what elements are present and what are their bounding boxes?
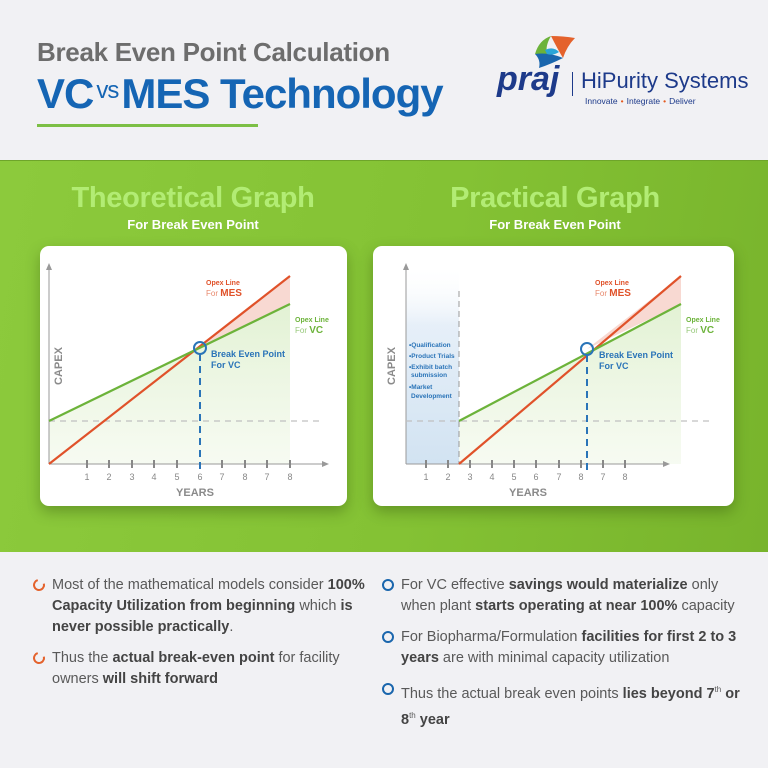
- x-tick-labels: 1 2 3 4 5 6 7 8 7 8: [84, 472, 292, 482]
- theoretical-chart: 1 2 3 4 5 6 7 8 7 8 YEARS CAPEX Opex Lin…: [46, 263, 329, 499]
- blue-circle-bullet-icon: [382, 683, 394, 695]
- blue-circle-bullet-icon: [382, 631, 394, 643]
- mes-opex-line: [458, 275, 682, 465]
- bullet-item: Most of the mathematical models consider…: [30, 575, 373, 638]
- mes-excess-fill: [587, 276, 681, 349]
- vc-area-fill: [49, 304, 290, 464]
- logo-divider: [572, 72, 573, 96]
- vc-label-line1: Opex Line: [295, 317, 329, 324]
- x-axis-arrow-icon: [322, 461, 329, 467]
- bullet-item: For Biopharma/Formulation facilities for…: [382, 627, 752, 669]
- break-even-point-marker: [580, 342, 594, 356]
- svg-text:3: 3: [467, 472, 472, 482]
- theoretical-graph-card: 1 2 3 4 5 6 7 8 7 8 YEARS CAPEX Opex Lin…: [40, 246, 347, 506]
- y-axis-label: CAPEX: [53, 346, 65, 385]
- x-ticks: [86, 460, 291, 468]
- practical-graph-subtitle: For Break Even Point: [489, 217, 621, 232]
- company-name: HiPurity Systems: [581, 68, 749, 93]
- mes-label-line1: Opex Line: [206, 280, 240, 287]
- page-subtitle: Break Even Point Calculation: [37, 37, 390, 67]
- vc-opex-line: [48, 303, 291, 422]
- blue-circle-bullet-icon: [382, 579, 394, 591]
- mes-label-line2: For MES: [206, 288, 242, 299]
- bep-label-line2: For VC: [599, 361, 629, 371]
- svg-text:8: 8: [287, 472, 292, 482]
- svg-text:7: 7: [264, 472, 269, 482]
- x-axis-arrow-icon: [663, 461, 670, 467]
- svg-text:•Exhibit batch: •Exhibit batch: [409, 364, 452, 371]
- bep-label-line1: Break Even Point: [599, 350, 673, 360]
- orange-circle-bullet-icon: [30, 649, 48, 667]
- x-axis-label: YEARS: [509, 487, 547, 499]
- svg-text:•Market: •Market: [409, 384, 433, 391]
- svg-text:•Qualification: •Qualification: [409, 342, 451, 349]
- svg-text:6: 6: [197, 472, 202, 482]
- mes-label-line2: For MES: [595, 288, 631, 299]
- break-even-point-marker: [193, 341, 207, 355]
- company-logo: praj HiPurity Systems Innovate • Integrate…: [497, 34, 757, 106]
- y-axis-arrow-icon: [403, 263, 409, 270]
- practical-graph-title: Practical Graph: [450, 182, 660, 214]
- title-vs: vs: [96, 77, 119, 104]
- svg-text:Development: Development: [411, 393, 453, 400]
- svg-text:7: 7: [600, 472, 605, 482]
- bullet-item: Thus the actual break even points lies b…: [382, 679, 752, 731]
- theoretical-graph-subtitle: For Break Even Point: [127, 217, 259, 232]
- svg-text:6: 6: [533, 472, 538, 482]
- vc-area-fill: [459, 304, 681, 464]
- right-bullet-list: For VC effective savings would materiali…: [382, 575, 752, 741]
- title-vc: VC: [37, 70, 94, 117]
- title-mes-technology: MES Technology: [121, 70, 443, 117]
- svg-text:4: 4: [489, 472, 494, 482]
- x-axis-label: YEARS: [176, 487, 214, 499]
- svg-text:1: 1: [423, 472, 428, 482]
- practical-chart: 1 2 3 4 5 6 7 8 7 8 YEARS CAPEX •Qualifi…: [386, 263, 720, 499]
- svg-text:•Product Trials: •Product Trials: [409, 353, 455, 360]
- vc-label-line2: For VC: [686, 325, 714, 336]
- title-underline: [37, 124, 258, 127]
- bep-label-line1: Break Even Point: [211, 349, 285, 359]
- bullet-item: Thus the actual break-even point for fac…: [30, 648, 373, 690]
- practical-graph-card: 1 2 3 4 5 6 7 8 7 8 YEARS CAPEX •Qualifi…: [373, 246, 734, 506]
- brand-name: praj: [497, 60, 560, 98]
- phase-items-list: •Qualification •Product Trials •Exhibit …: [409, 342, 455, 400]
- x-tick-labels: 1 2 3 4 5 6 7 8 7 8: [423, 472, 627, 482]
- svg-text:5: 5: [511, 472, 516, 482]
- svg-text:1: 1: [84, 472, 89, 482]
- orange-circle-bullet-icon: [30, 576, 48, 594]
- bullet-item: For VC effective savings would materiali…: [382, 575, 752, 617]
- vc-opex-line: [458, 303, 682, 422]
- y-axis-arrow-icon: [46, 263, 52, 270]
- header: Break Even Point Calculation VC vsMES Tec…: [0, 0, 768, 160]
- theoretical-graph-title: Theoretical Graph: [71, 182, 315, 214]
- praj-logo-mark-icon: [535, 36, 575, 68]
- svg-text:7: 7: [219, 472, 224, 482]
- bep-label-line2: For VC: [211, 360, 241, 370]
- svg-text:3: 3: [129, 472, 134, 482]
- x-ticks: [425, 460, 626, 468]
- svg-text:8: 8: [578, 472, 583, 482]
- svg-text:8: 8: [622, 472, 627, 482]
- svg-text:2: 2: [106, 472, 111, 482]
- svg-text:submission: submission: [411, 372, 447, 379]
- svg-text:5: 5: [174, 472, 179, 482]
- svg-text:8: 8: [242, 472, 247, 482]
- svg-text:4: 4: [151, 472, 156, 482]
- pre-production-phase-area: [406, 266, 459, 464]
- vc-label-line1: Opex Line: [686, 317, 720, 324]
- mes-label-line1: Opex Line: [595, 280, 629, 287]
- tagline: Innovate • Integrate • Deliver: [585, 96, 696, 106]
- svg-text:2: 2: [445, 472, 450, 482]
- svg-text:7: 7: [556, 472, 561, 482]
- page-title: VC vsMES Technology: [37, 70, 444, 118]
- left-bullet-list: Most of the mathematical models consider…: [30, 575, 373, 700]
- mes-opex-line: [48, 275, 291, 465]
- y-axis-label: CAPEX: [386, 346, 398, 385]
- vc-label-line2: For VC: [295, 325, 323, 336]
